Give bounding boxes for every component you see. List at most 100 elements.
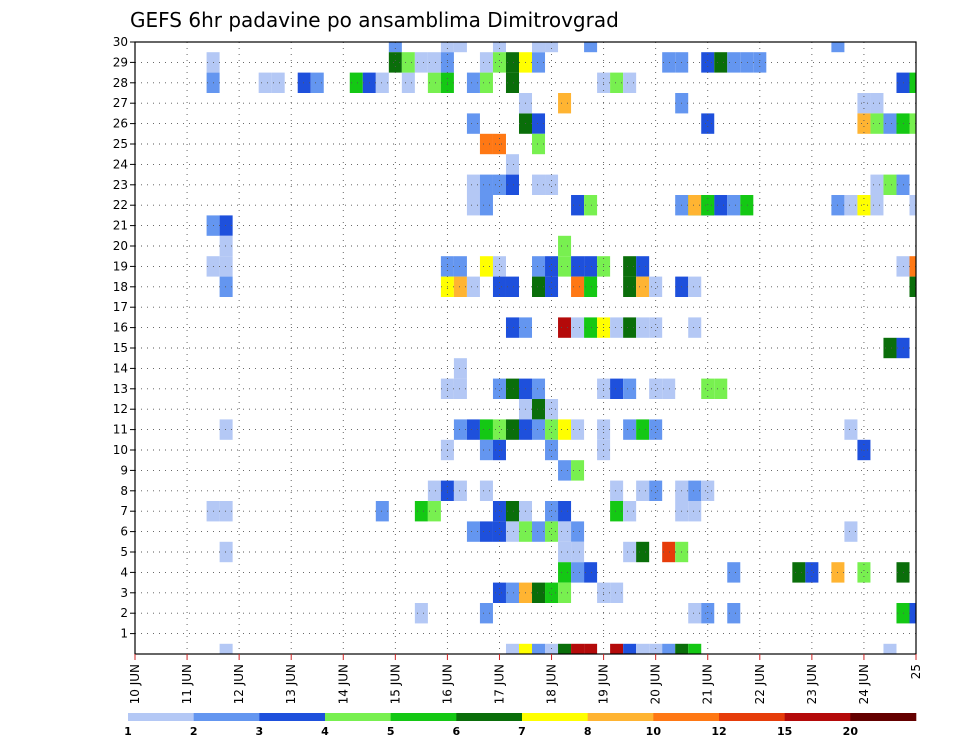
heatmap-cell bbox=[857, 93, 871, 114]
heatmap-cell bbox=[297, 72, 311, 93]
heatmap-cell bbox=[636, 317, 650, 338]
heatmap-cell bbox=[558, 541, 572, 563]
heatmap-cell bbox=[453, 358, 467, 379]
heatmap-cell bbox=[258, 72, 272, 93]
heatmap-cell bbox=[427, 501, 441, 522]
heatmap-cell bbox=[896, 113, 910, 134]
heatmap-cell bbox=[857, 113, 871, 134]
heatmap-cell bbox=[662, 52, 676, 73]
heatmap-cell bbox=[532, 378, 546, 399]
heatmap-cell bbox=[375, 501, 389, 522]
heatmap-cell bbox=[219, 501, 233, 522]
heatmap-cell bbox=[623, 541, 637, 563]
x-tick-label: 15 JUN bbox=[388, 664, 402, 704]
heatmap-cell bbox=[688, 643, 702, 654]
y-tick-label: 27 bbox=[113, 96, 128, 110]
heatmap-cell bbox=[427, 52, 441, 73]
heatmap-cell bbox=[623, 643, 637, 654]
y-tick-label: 25 bbox=[113, 137, 128, 151]
y-tick-label: 11 bbox=[113, 423, 128, 437]
heatmap-cell bbox=[909, 195, 916, 216]
y-tick-label: 1 bbox=[120, 627, 128, 641]
heatmap-cell bbox=[688, 501, 702, 522]
colorbar-label: 7 bbox=[518, 725, 526, 738]
heatmap-cell bbox=[545, 419, 559, 440]
heatmap-cell bbox=[388, 52, 402, 73]
heatmap-cell bbox=[870, 113, 884, 134]
heatmap-cell bbox=[505, 317, 519, 338]
y-tick-label: 22 bbox=[113, 198, 128, 212]
heatmap-cell bbox=[558, 521, 572, 542]
heatmap-cell bbox=[492, 174, 506, 195]
plot-grid bbox=[135, 42, 916, 654]
heatmap-cell bbox=[584, 317, 598, 338]
heatmap-cell bbox=[727, 562, 741, 583]
heatmap-cell bbox=[870, 195, 884, 216]
heatmap-cell bbox=[545, 399, 559, 420]
heatmap-cell bbox=[870, 174, 884, 195]
x-tick-label: 24 JUN bbox=[857, 664, 871, 704]
heatmap-cell bbox=[479, 52, 493, 73]
heatmap-cell bbox=[492, 521, 506, 542]
heatmap-cell bbox=[610, 582, 624, 603]
heatmap-cell bbox=[532, 643, 546, 654]
heatmap-cell bbox=[219, 541, 233, 563]
x-tick-label: 13 JUN bbox=[284, 664, 298, 704]
heatmap-cell bbox=[701, 378, 715, 399]
y-tick-label: 12 bbox=[113, 402, 128, 416]
heatmap-cell bbox=[792, 562, 806, 583]
colorbar-label: 6 bbox=[453, 725, 461, 738]
heatmap-cell bbox=[571, 317, 585, 338]
x-tick-label: 21 JUN bbox=[701, 664, 715, 704]
heatmap-cell bbox=[505, 419, 519, 440]
colorbar-swatch bbox=[193, 713, 260, 721]
heatmap-cell bbox=[532, 52, 546, 73]
heatmap-cell bbox=[727, 195, 741, 216]
heatmap-cell bbox=[479, 174, 493, 195]
heatmap-cell bbox=[479, 195, 493, 216]
heatmap-cell bbox=[610, 317, 624, 338]
heatmap-cell bbox=[688, 195, 702, 216]
colorbar-label: 1 bbox=[124, 725, 132, 738]
heatmap-cell bbox=[558, 501, 572, 522]
heatmap-cell bbox=[479, 603, 493, 624]
heatmap-cell bbox=[492, 276, 506, 297]
heatmap-cell bbox=[466, 521, 480, 542]
heatmap-cell bbox=[701, 52, 715, 73]
heatmap-cell bbox=[505, 521, 519, 542]
colorbar-label: 15 bbox=[777, 725, 792, 738]
heatmap-cell bbox=[492, 256, 506, 277]
heatmap-cell bbox=[558, 643, 572, 654]
colorbar-swatch bbox=[653, 713, 720, 721]
heatmap-cell bbox=[571, 195, 585, 216]
colorbar-label: 2 bbox=[190, 725, 198, 738]
heatmap-cell bbox=[558, 317, 572, 338]
heatmap-cell bbox=[505, 52, 519, 73]
heatmap-cell bbox=[414, 52, 428, 73]
heatmap-cell bbox=[571, 419, 585, 440]
heatmap-cell bbox=[532, 276, 546, 297]
heatmap-cell bbox=[388, 42, 402, 53]
heatmap-cell bbox=[532, 399, 546, 420]
heatmap-cell bbox=[466, 113, 480, 134]
x-axis-ticks: 10 JUN 11 JUN 12 JUN 13 JUN 14 JUN 15 JUN 16 J… bbox=[128, 654, 923, 704]
heatmap-cell bbox=[492, 378, 506, 399]
heatmap-cell bbox=[545, 42, 559, 53]
heatmap-cell bbox=[571, 460, 585, 481]
heatmap-cell bbox=[492, 419, 506, 440]
heatmap-cell bbox=[492, 52, 506, 73]
heatmap-cell bbox=[610, 501, 624, 522]
heatmap-cell bbox=[558, 419, 572, 440]
x-tick-label: 20 JUN bbox=[649, 664, 663, 704]
y-tick-label: 18 bbox=[113, 280, 128, 294]
heatmap-cell bbox=[479, 256, 493, 277]
heatmap-cell bbox=[453, 419, 467, 440]
heatmap-cell bbox=[584, 562, 598, 583]
y-tick-label: 17 bbox=[113, 300, 128, 314]
heatmap-cell bbox=[688, 480, 702, 501]
heatmap-cell bbox=[909, 276, 916, 297]
heatmap-cell bbox=[805, 562, 819, 583]
heatmap-cell bbox=[649, 419, 663, 440]
x-tick-label: 19 JUN bbox=[597, 664, 611, 704]
heatmap-cell bbox=[649, 480, 663, 501]
